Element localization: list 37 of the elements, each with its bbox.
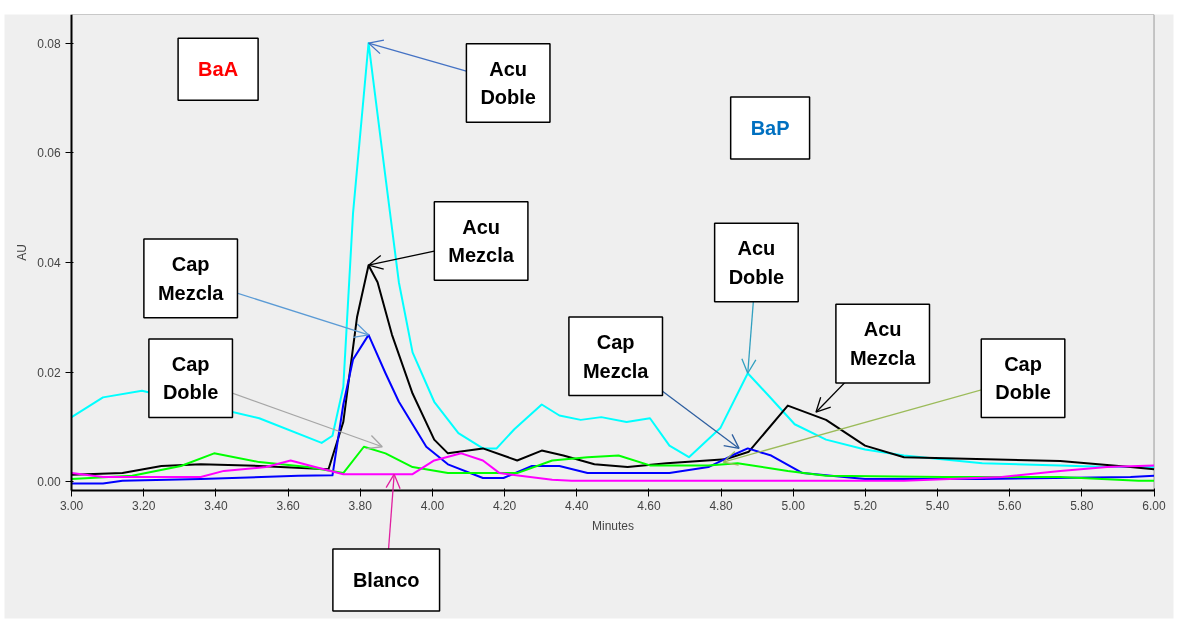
- x-axis-title: Minutes: [591, 518, 635, 533]
- line-series: [70, 452, 1156, 482]
- x-tick-label: 3.20: [132, 499, 156, 514]
- y-axis-title: AU: [15, 244, 30, 261]
- y-tick-label: 0.02: [37, 365, 61, 380]
- y-tick-label: 0.06: [37, 146, 61, 161]
- annotation: Blanco: [352, 568, 420, 591]
- annotation: Cap Mezcla: [157, 253, 225, 304]
- annotation: Acu Mezcla: [849, 318, 917, 369]
- x-tick-label: 6.00: [1142, 499, 1167, 514]
- annotation: BaP: [750, 117, 790, 140]
- x-tick-label: 5.40: [925, 499, 950, 514]
- x-tick-label: 4.80: [709, 499, 734, 514]
- line-series: [70, 42, 1156, 469]
- annotation: Acu Doble: [480, 57, 536, 109]
- annotation: Acu Mezcla: [448, 215, 515, 267]
- x-tick-label: 5.80: [1070, 499, 1094, 514]
- x-tick-label: 3.00: [59, 499, 84, 514]
- x-tick-label: 4.40: [565, 499, 589, 514]
- y-tick-label: 0.04: [37, 255, 61, 270]
- x-tick-label: 4.60: [637, 499, 661, 514]
- annotation: Cap Doble: [162, 352, 219, 404]
- line-series: [70, 445, 1156, 482]
- annotation: Acu Doble: [728, 237, 785, 288]
- x-tick-label: 5.20: [853, 499, 878, 514]
- x-tick-label: 3.40: [204, 499, 228, 514]
- annotation: BaA: [198, 58, 239, 81]
- annotation: Cap Doble: [995, 352, 1051, 404]
- x-tick-label: 3.80: [348, 499, 373, 514]
- x-tick-label: 5.00: [781, 499, 806, 514]
- x-tick-label: 4.00: [420, 499, 445, 514]
- x-tick-label: 4.20: [492, 499, 517, 514]
- x-tick-label: 3.60: [276, 499, 301, 514]
- y-tick-label: 0.00: [37, 475, 61, 490]
- x-tick-label: 5.60: [998, 499, 1022, 514]
- annotation: Cap Mezcla: [582, 330, 650, 382]
- y-tick-label: 0.08: [37, 36, 61, 51]
